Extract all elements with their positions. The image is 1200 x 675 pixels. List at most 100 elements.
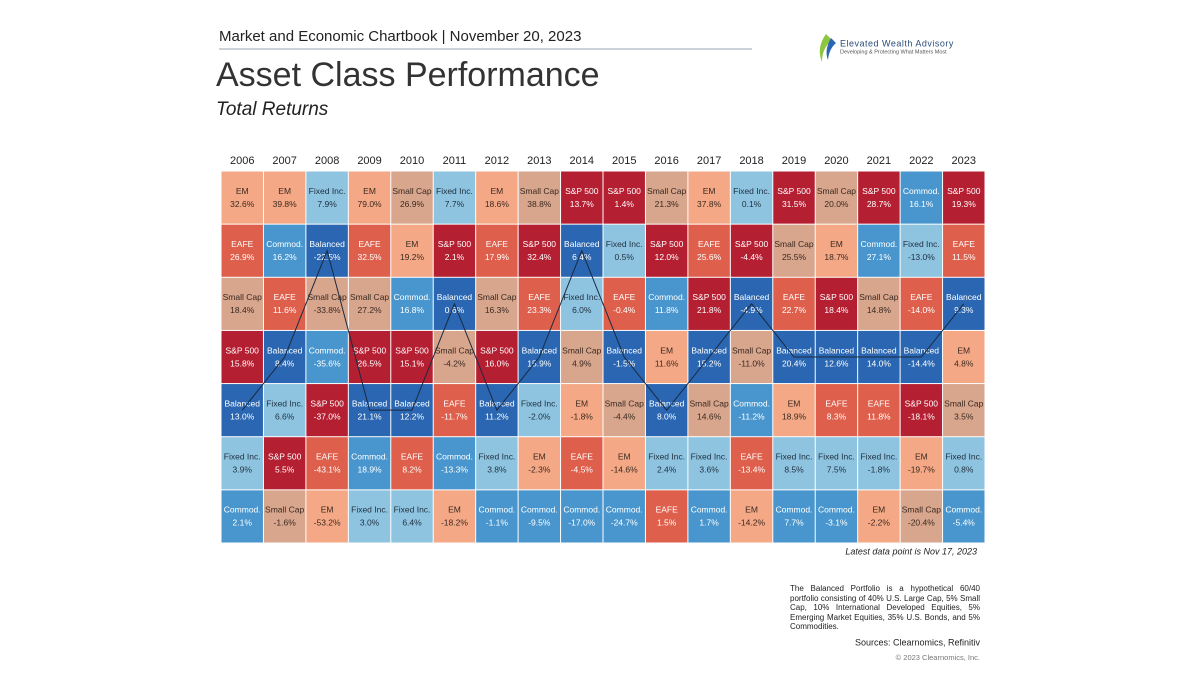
year-label: 2012 (485, 155, 509, 167)
cell-value: -11.2% (738, 411, 765, 421)
cell-value: -14.0% (908, 305, 935, 315)
cell (306, 490, 348, 543)
cell-value: 18.7% (824, 252, 849, 262)
cell (645, 171, 688, 224)
cell-value: 18.4% (230, 305, 255, 315)
cell-asset: Balanced (224, 398, 260, 408)
cell-value: -13.0% (908, 252, 935, 262)
cell (221, 437, 263, 490)
year-label: 2016 (654, 155, 678, 167)
cell-asset: Balanced (309, 239, 345, 249)
cell (645, 490, 688, 543)
cell-value: 6.4% (572, 252, 592, 262)
cell-value: 11.8% (655, 305, 679, 315)
cell-value: 3.0% (360, 518, 380, 528)
cell-value: 8.3% (827, 411, 847, 421)
cell-value: 13.0% (230, 411, 255, 421)
cell (221, 277, 263, 330)
cell-asset: EAFE (910, 292, 933, 302)
cell-asset: S&P 500 (395, 345, 429, 355)
cell-value: 5.5% (275, 465, 295, 475)
cell (476, 490, 518, 543)
cell-value: 16.0% (485, 358, 510, 368)
cell-value: -43.1% (314, 465, 341, 475)
cell-value: 19.3% (952, 199, 977, 209)
cell (518, 224, 561, 277)
note: Latest data point is Nov 17, 2023 (845, 546, 977, 556)
cell-asset: Commod. (648, 292, 685, 302)
cell-asset: Commod. (266, 239, 303, 249)
cell-asset: Commod. (733, 398, 770, 408)
cell (900, 171, 943, 224)
cell-value: 20.4% (782, 358, 807, 368)
cell (221, 330, 263, 384)
cell-asset: Fixed Inc. (563, 292, 600, 302)
cell-value: 16.1% (909, 199, 934, 209)
cell (561, 330, 603, 384)
cell-asset: Commod. (563, 505, 600, 515)
cell-value: 7.7% (784, 518, 804, 528)
cell-asset: Balanced (479, 398, 515, 408)
cell (943, 224, 985, 277)
cell (433, 490, 476, 543)
cell (688, 384, 730, 437)
cell-asset: EM (406, 239, 419, 249)
year-label: 2021 (867, 155, 891, 167)
cell-asset: EAFE (528, 292, 551, 302)
cell-asset: Fixed Inc. (733, 186, 770, 196)
cell (476, 277, 518, 330)
cell-asset: S&P 500 (820, 292, 854, 302)
cell-value: 15.9% (527, 358, 552, 368)
cell-asset: Commod. (776, 505, 813, 515)
cell-value: 1.5% (657, 518, 677, 528)
cell (518, 490, 561, 543)
cell (391, 490, 433, 543)
cell-value: 32.4% (527, 252, 552, 262)
cell (263, 224, 306, 277)
cell (815, 171, 858, 224)
cell-value: 2.4% (657, 465, 677, 475)
cell-value: 11.6% (655, 358, 679, 368)
cell (730, 384, 773, 437)
cell-value: -11.0% (738, 358, 765, 368)
year-label: 2020 (824, 155, 848, 167)
cell-asset: Small Cap (902, 505, 941, 515)
cell (900, 224, 943, 277)
cell (688, 277, 730, 330)
cell (518, 171, 561, 224)
cell-value: 14.8% (867, 305, 892, 315)
cell-value: 27.2% (358, 305, 383, 315)
cell-asset: Small Cap (647, 186, 686, 196)
cell-asset: Commod. (903, 186, 940, 196)
cell-value: 26.9% (230, 252, 255, 262)
cell-asset: Fixed Inc. (691, 452, 728, 462)
cell-value: 8.4% (275, 358, 295, 368)
cell (730, 224, 773, 277)
cell-value: -2.2% (868, 518, 891, 528)
cell-asset: Small Cap (944, 398, 983, 408)
footnote: The Balanced Portfolio is a hypothetical… (790, 584, 980, 631)
cell (348, 224, 391, 277)
cell-value: 14.6% (697, 411, 722, 421)
cell-asset: EM (957, 345, 970, 355)
cell-value: 15.8% (230, 358, 255, 368)
cell-asset: S&P 500 (777, 186, 811, 196)
cell (900, 437, 943, 490)
cell-asset: EAFE (825, 398, 848, 408)
cell-value: 1.4% (615, 199, 635, 209)
cell-value: 16.2% (273, 252, 298, 262)
cell-asset: Commod. (394, 292, 431, 302)
cell-value: 18.9% (782, 411, 807, 421)
cell (815, 437, 858, 490)
cell (773, 490, 815, 543)
cell (688, 224, 730, 277)
cell-value: 18.4% (824, 305, 849, 315)
cell-value: -13.4% (738, 465, 765, 475)
cell-asset: Small Cap (477, 292, 516, 302)
cell-value: -4.2% (443, 358, 466, 368)
cell-asset: Small Cap (223, 292, 262, 302)
cell-value: 21.8% (697, 305, 722, 315)
cell-asset: Small Cap (520, 186, 559, 196)
cell-asset: Small Cap (817, 186, 856, 196)
chart-title: Asset Class Performance (216, 56, 600, 94)
